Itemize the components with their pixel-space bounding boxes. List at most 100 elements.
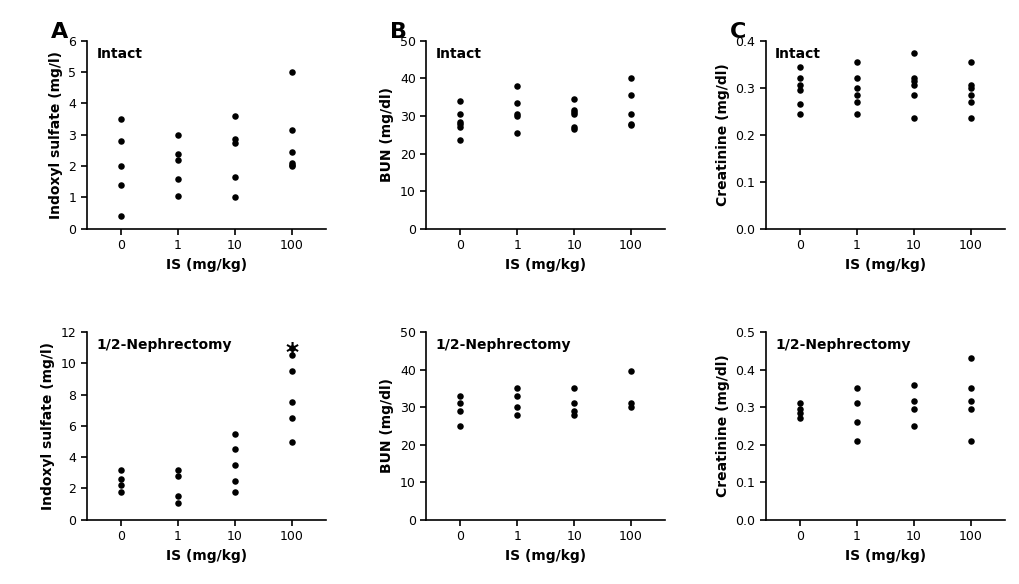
Point bbox=[508, 391, 525, 401]
Point bbox=[905, 48, 921, 57]
Point bbox=[451, 117, 468, 126]
Point bbox=[905, 397, 921, 406]
Point bbox=[112, 487, 128, 496]
Point bbox=[962, 114, 978, 123]
Point bbox=[508, 128, 525, 138]
X-axis label: IS (mg/kg): IS (mg/kg) bbox=[844, 549, 925, 563]
X-axis label: IS (mg/kg): IS (mg/kg) bbox=[165, 549, 247, 563]
Point bbox=[623, 367, 639, 376]
Point bbox=[112, 211, 128, 221]
Point bbox=[169, 492, 185, 501]
Point bbox=[623, 74, 639, 83]
Y-axis label: Creatinine (mg/dl): Creatinine (mg/dl) bbox=[715, 64, 729, 206]
Point bbox=[848, 98, 864, 107]
Point bbox=[112, 114, 128, 124]
Point bbox=[905, 76, 921, 85]
Point bbox=[283, 161, 300, 171]
Point bbox=[962, 81, 978, 90]
Point bbox=[226, 112, 243, 121]
Point bbox=[283, 398, 300, 407]
Point bbox=[962, 353, 978, 363]
Point bbox=[791, 408, 807, 418]
Point bbox=[905, 90, 921, 99]
Point bbox=[451, 391, 468, 401]
Point bbox=[508, 384, 525, 393]
Point bbox=[791, 399, 807, 408]
Point bbox=[226, 138, 243, 147]
Point bbox=[905, 380, 921, 389]
Point bbox=[508, 81, 525, 91]
Point bbox=[848, 83, 864, 92]
Point bbox=[169, 498, 185, 507]
Point bbox=[283, 343, 300, 352]
Point bbox=[905, 81, 921, 90]
Point bbox=[566, 410, 582, 419]
Point bbox=[623, 399, 639, 408]
Point bbox=[623, 121, 639, 130]
X-axis label: IS (mg/kg): IS (mg/kg) bbox=[504, 258, 586, 272]
Point bbox=[508, 109, 525, 119]
Y-axis label: Indoxyl sulfate (mg/l): Indoxyl sulfate (mg/l) bbox=[49, 51, 62, 219]
Point bbox=[623, 109, 639, 119]
Point bbox=[566, 106, 582, 115]
Text: 1/2-Nephrectomy: 1/2-Nephrectomy bbox=[96, 338, 231, 352]
Point bbox=[848, 399, 864, 408]
Point bbox=[169, 149, 185, 158]
Text: Intact: Intact bbox=[435, 47, 481, 61]
Point bbox=[848, 109, 864, 119]
Point bbox=[905, 421, 921, 430]
Point bbox=[848, 74, 864, 83]
Point bbox=[848, 384, 864, 393]
Point bbox=[451, 109, 468, 119]
Point bbox=[791, 81, 807, 90]
Point bbox=[566, 95, 582, 104]
Point bbox=[169, 174, 185, 183]
Text: 1/2-Nephrectomy: 1/2-Nephrectomy bbox=[435, 338, 571, 352]
Point bbox=[283, 351, 300, 360]
Point bbox=[962, 384, 978, 393]
Point bbox=[905, 74, 921, 83]
Point bbox=[848, 57, 864, 67]
Point bbox=[226, 487, 243, 496]
Point bbox=[566, 123, 582, 132]
Point bbox=[848, 418, 864, 427]
Y-axis label: BUN (mg/dl): BUN (mg/dl) bbox=[380, 378, 393, 474]
Point bbox=[451, 123, 468, 132]
Point bbox=[791, 109, 807, 119]
Point bbox=[623, 402, 639, 412]
Point bbox=[905, 114, 921, 123]
Point bbox=[451, 119, 468, 128]
Text: 1/2-Nephrectomy: 1/2-Nephrectomy bbox=[774, 338, 910, 352]
Point bbox=[962, 90, 978, 99]
Point bbox=[791, 404, 807, 413]
Y-axis label: Indoxyl sulfate (mg/l): Indoxyl sulfate (mg/l) bbox=[41, 342, 55, 510]
Point bbox=[566, 399, 582, 408]
Point bbox=[508, 98, 525, 107]
Point bbox=[283, 437, 300, 446]
Point bbox=[112, 180, 128, 190]
Point bbox=[226, 172, 243, 182]
Point bbox=[451, 96, 468, 106]
Point bbox=[848, 436, 864, 446]
Point bbox=[451, 135, 468, 145]
Point bbox=[623, 91, 639, 100]
Point bbox=[508, 402, 525, 412]
Point bbox=[283, 413, 300, 423]
Point bbox=[112, 465, 128, 474]
Point bbox=[905, 404, 921, 413]
Point bbox=[962, 397, 978, 406]
Point bbox=[566, 107, 582, 117]
Point bbox=[226, 429, 243, 439]
Point bbox=[169, 471, 185, 481]
Point bbox=[451, 421, 468, 430]
Point bbox=[791, 100, 807, 109]
Point bbox=[508, 410, 525, 419]
Point bbox=[112, 474, 128, 484]
Point bbox=[791, 74, 807, 83]
Text: Intact: Intact bbox=[774, 47, 820, 61]
X-axis label: IS (mg/kg): IS (mg/kg) bbox=[844, 258, 925, 272]
Point bbox=[848, 90, 864, 99]
X-axis label: IS (mg/kg): IS (mg/kg) bbox=[165, 258, 247, 272]
Point bbox=[451, 399, 468, 408]
Text: B: B bbox=[390, 22, 407, 42]
